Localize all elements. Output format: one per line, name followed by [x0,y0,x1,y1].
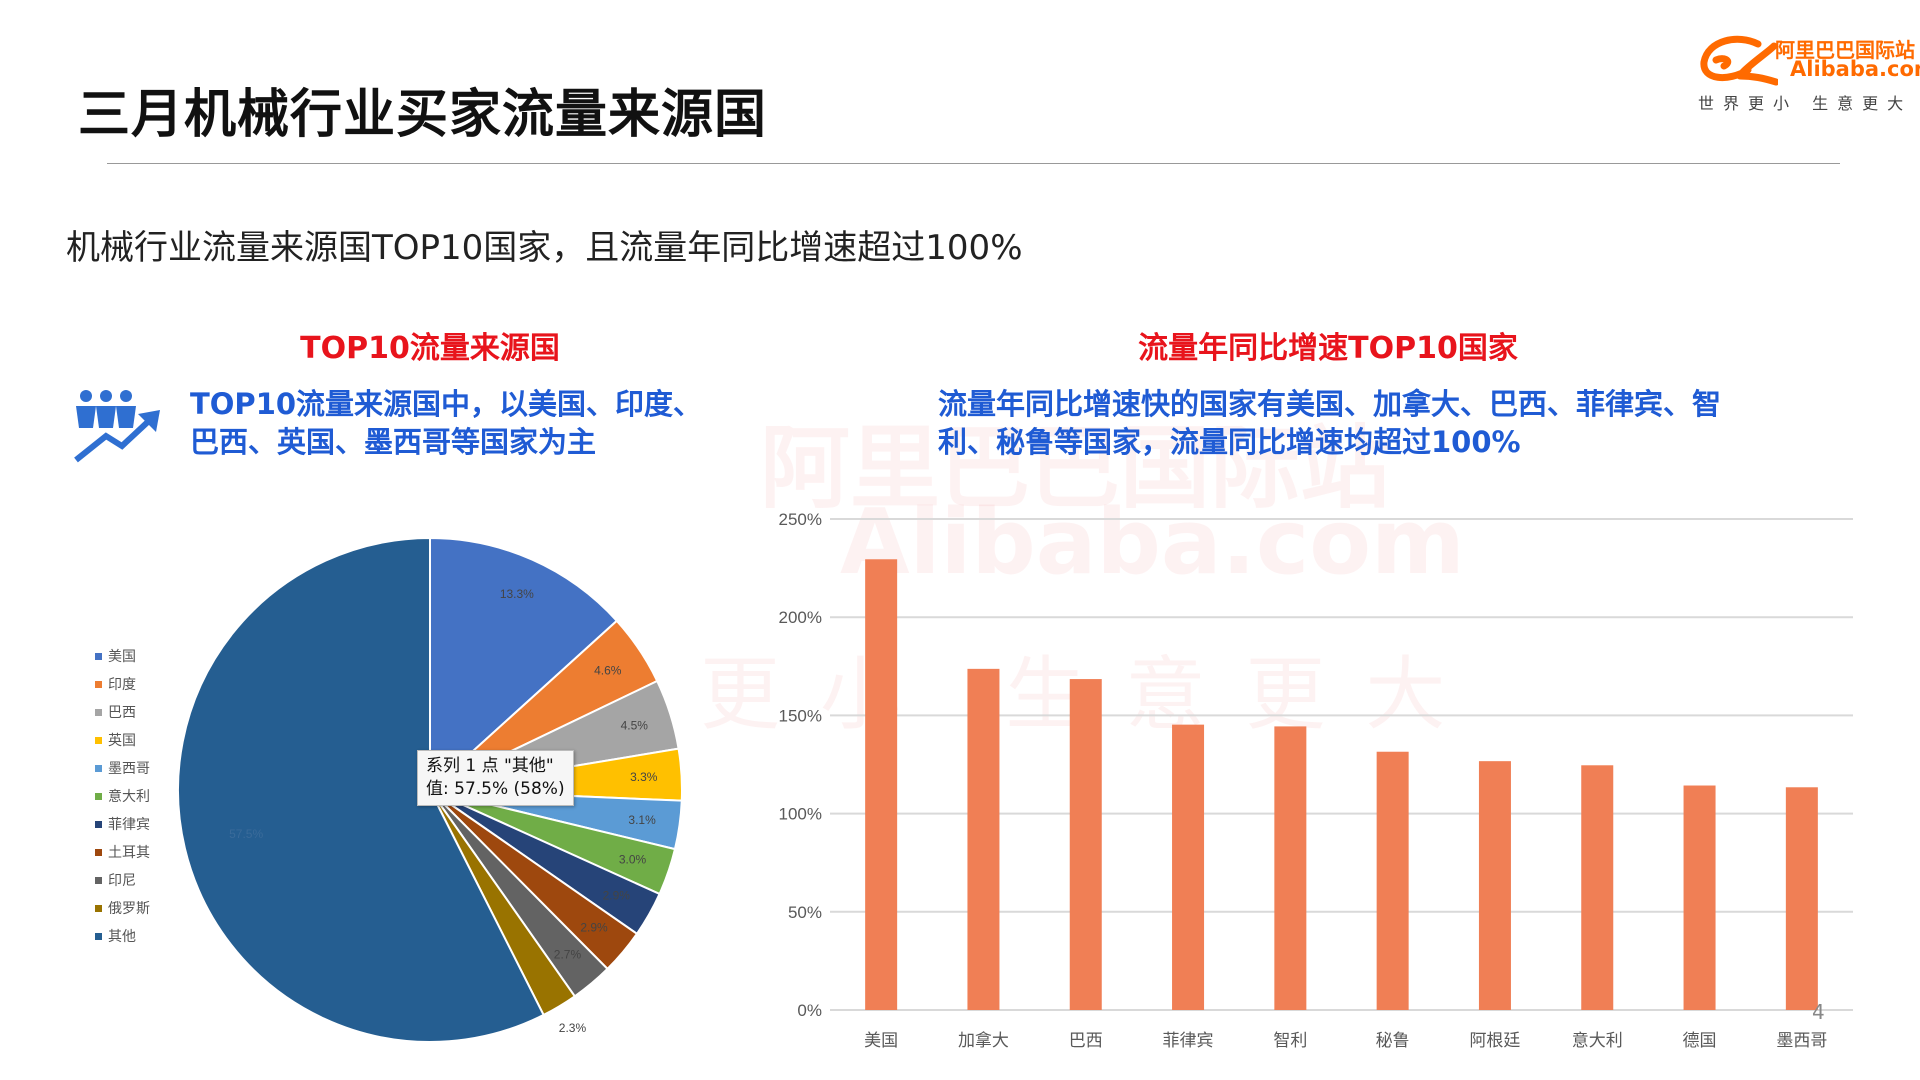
bar-2[interactable] [1069,679,1102,1010]
pie-label-1: 4.6% [594,664,622,678]
bar-0[interactable] [865,559,898,1010]
right-summary: 流量年同比增速快的国家有美国、加拿大、巴西、菲律宾、智 利、秘鲁等国家，流量同比… [938,385,1721,461]
legend-swatch [95,708,102,716]
logo-cn-text: 阿里巴巴国际站 [1775,38,1915,62]
legend-item: 印尼 [95,866,150,894]
y-tick-label: 100% [779,805,822,824]
right-summary-line2: 利、秘鲁等国家，流量同比增速均超过100% [938,425,1521,459]
legend-label: 俄罗斯 [108,901,150,917]
legend-label: 印度 [108,677,136,693]
pie-chart: 13.3% 4.6% 4.5% 3.3% 3.1% 3.0% 2.9% 2.9% 2.7% 2.3… [177,536,683,1043]
legend-swatch [95,848,102,856]
legend-item: 巴西 [95,698,150,726]
legend-swatch [95,652,102,660]
title-divider [107,163,1840,164]
legend-item: 英国 [95,726,150,754]
y-tick-label: 200% [779,608,822,627]
x-tick-label: 意大利 [1572,1031,1623,1051]
bar-8[interactable] [1683,785,1716,1010]
legend-swatch [95,904,102,912]
left-summary: TOP10流量来源国中，以美国、印度、 巴西、英国、墨西哥等国家为主 [190,385,702,461]
legend-item: 俄罗斯 [95,894,150,922]
pie-label-6: 2.9% [603,889,631,903]
bar-4[interactable] [1274,726,1307,1010]
right-summary-line1: 流量年同比增速快的国家有美国、加拿大、巴西、菲律宾、智 [938,387,1722,421]
page-title: 三月机械行业买家流量来源国 [78,85,768,145]
legend-label: 其他 [108,929,136,945]
legend-swatch [95,876,102,884]
pie-label-8: 2.7% [554,947,582,961]
pie-label-2: 4.5% [621,718,649,732]
legend-label: 土耳其 [108,845,150,861]
page-number: 4 [1812,1000,1825,1024]
tooltip-line1: 系列 1 点 "其他" [426,756,554,776]
people-growth-icon [74,390,160,463]
x-tick-label: 墨西哥 [1776,1031,1827,1051]
pie-label-0: 13.3% [500,587,534,601]
pie-label-4: 3.1% [628,813,656,827]
legend-label: 英国 [108,733,136,749]
y-tick-label: 50% [788,903,822,922]
watermark-cn: 阿里巴巴国际站 [760,416,1390,521]
left-summary-line2: 巴西、英国、墨西哥等国家为主 [190,425,597,459]
x-tick-label: 巴西 [1069,1031,1103,1051]
pie-label-10: 57.5% [229,827,263,841]
pie-legend: 美国印度巴西英国墨西哥意大利菲律宾土耳其印尼俄罗斯其他 [95,642,150,950]
legend-label: 美国 [108,649,136,665]
legend-item: 印度 [95,670,150,698]
pie-label-7: 2.9% [580,921,608,935]
tooltip-line2: 值: 57.5% (58%) [426,779,565,799]
legend-label: 墨西哥 [108,761,150,777]
legend-label: 意大利 [108,789,150,805]
x-tick-label: 智利 [1273,1031,1307,1051]
left-heading: TOP10流量来源国 [300,331,560,366]
bar-6[interactable] [1478,761,1511,1010]
chart-tooltip: 系列 1 点 "其他" 值: 57.5% (58%) [417,750,574,806]
legend-label: 菲律宾 [108,817,150,833]
pie-slice-10[interactable] [177,536,545,1043]
legend-item: 美国 [95,642,150,670]
pie-label-5: 3.0% [619,853,647,867]
legend-swatch [95,792,102,800]
y-tick-label: 0% [797,1001,822,1020]
legend-item: 意大利 [95,782,150,810]
bar-1[interactable] [967,668,1000,1010]
legend-swatch [95,680,102,688]
x-tick-label: 美国 [864,1031,898,1051]
logo-en-text: Alibaba.com [1790,57,1920,81]
x-tick-label: 阿根廷 [1469,1031,1520,1051]
legend-swatch [95,820,102,828]
subtitle: 机械行业流量来源国TOP10国家，且流量年同比增速超过100% [66,228,1023,268]
y-tick-label: 250% [779,510,822,529]
pie-label-9: 2.3% [559,1021,587,1035]
x-tick-label: 秘鲁 [1376,1031,1410,1051]
legend-item: 其他 [95,922,150,950]
legend-label: 印尼 [108,873,136,889]
bar-3[interactable] [1172,724,1205,1010]
bar-9[interactable] [1785,787,1818,1010]
alibaba-logo-icon [1700,35,1778,86]
x-tick-label: 德国 [1683,1031,1717,1051]
bar-5[interactable] [1376,751,1409,1010]
legend-item: 菲律宾 [95,810,150,838]
legend-item: 墨西哥 [95,754,150,782]
watermark-en: Alibaba.com [840,490,1465,595]
x-tick-label: 菲律宾 [1163,1031,1214,1051]
x-tick-label: 加拿大 [958,1030,1009,1051]
bar-7[interactable] [1581,765,1614,1010]
pie-slice-0[interactable] [429,536,619,793]
legend-item: 土耳其 [95,838,150,866]
logo-slogan: 世界更小 生意更大 [1698,94,1913,113]
left-summary-line1: TOP10流量来源国中，以美国、印度、 [190,387,703,421]
legend-swatch [95,932,102,940]
y-tick-label: 150% [779,706,822,725]
legend-label: 巴西 [108,705,136,721]
pie-label-3: 3.3% [630,770,658,784]
legend-swatch [95,736,102,744]
right-heading: 流量年同比增速TOP10国家 [1138,331,1518,366]
legend-swatch [95,764,102,772]
